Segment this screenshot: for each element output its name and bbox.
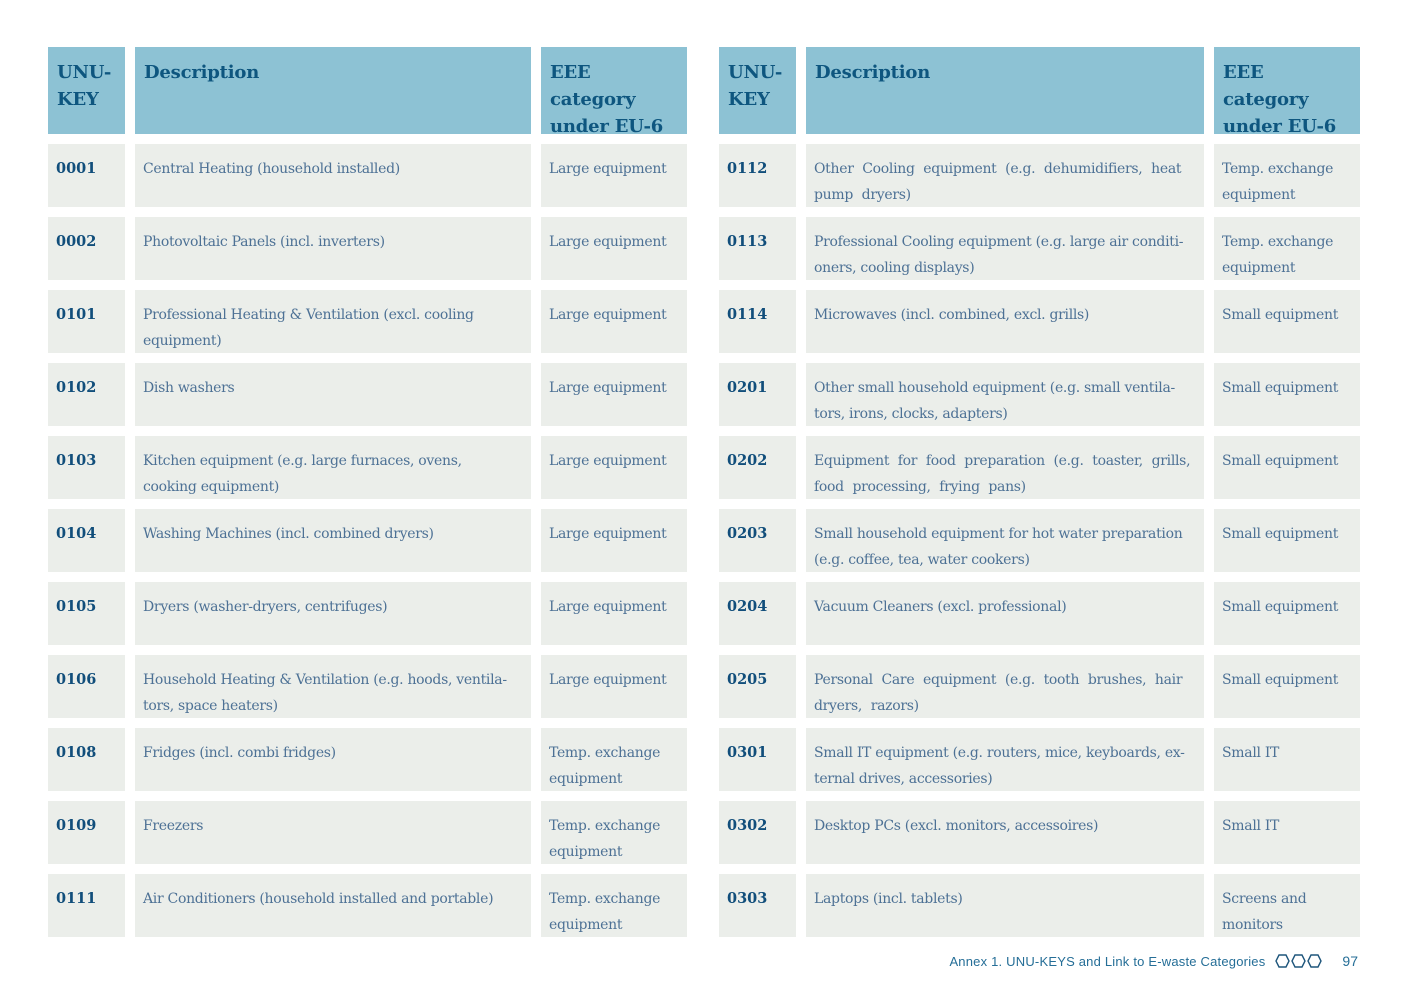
eee-category-cell: Small IT — [1214, 801, 1360, 864]
header-eee-category: EEE category under EU-6 — [1214, 47, 1360, 137]
header-unu-key: UNU- KEY — [48, 47, 125, 134]
footer-annex-label: Annex 1. UNU-KEYS and Link to E-waste Ca… — [949, 953, 1266, 969]
eee-category-cell: Small equipment — [1214, 582, 1360, 645]
unu-key-cell: 0105 — [48, 582, 125, 645]
unu-key-cell: 0202 — [719, 436, 796, 499]
unu-key-cell: 0102 — [48, 363, 125, 426]
description-cell: Other Cooling equipment (e.g. dehumidifi… — [806, 144, 1204, 207]
description-cell: Central Heating (household installed) — [135, 144, 531, 207]
unu-key-cell: 0101 — [48, 290, 125, 353]
eee-category-cell: Small equipment — [1214, 290, 1360, 353]
header-eee-category: EEE category under EU-6 — [541, 47, 687, 137]
unu-key-cell: 0002 — [48, 217, 125, 280]
unu-key-tables: UNU- KEY Description EEE category under … — [48, 47, 1360, 937]
hexagon-icons — [1275, 953, 1323, 969]
eee-category-cell: Large equipment — [541, 363, 687, 426]
eee-category-cell: Small equipment — [1214, 655, 1360, 718]
description-cell: Small IT equipment (e.g. routers, mice, … — [806, 728, 1204, 791]
hexagon-icon — [1307, 954, 1323, 968]
eee-category-cell: Temp. exchange equipment — [541, 728, 687, 791]
unu-key-table-left: UNU- KEY Description EEE category under … — [48, 47, 687, 937]
eee-category-cell: Large equipment — [541, 509, 687, 572]
unu-key-cell: 0109 — [48, 801, 125, 864]
description-cell: Dish washers — [135, 363, 531, 426]
header-description: Description — [806, 47, 1204, 134]
description-cell: Photovoltaic Panels (incl. inverters) — [135, 217, 531, 280]
description-cell: Washing Machines (incl. combined dryers) — [135, 509, 531, 572]
page-number: 97 — [1342, 953, 1358, 969]
unu-key-cell: 0108 — [48, 728, 125, 791]
eee-category-cell: Screens and monitors — [1214, 874, 1360, 937]
unu-key-cell: 0203 — [719, 509, 796, 572]
eee-category-cell: Large equipment — [541, 436, 687, 499]
eee-category-cell: Temp. exchange equipment — [541, 801, 687, 864]
unu-key-cell: 0201 — [719, 363, 796, 426]
unu-key-cell: 0104 — [48, 509, 125, 572]
header-description: Description — [135, 47, 531, 134]
eee-category-cell: Large equipment — [541, 290, 687, 353]
eee-category-cell: Temp. exchange equipment — [1214, 144, 1360, 207]
eee-category-cell: Large equipment — [541, 144, 687, 207]
description-cell: Desktop PCs (excl. monitors, accessoires… — [806, 801, 1204, 864]
unu-key-cell: 0302 — [719, 801, 796, 864]
header-unu-key: UNU- KEY — [719, 47, 796, 134]
eee-category-cell: Temp. exchange equipment — [1214, 217, 1360, 280]
unu-key-cell: 0111 — [48, 874, 125, 937]
eee-category-cell: Small equipment — [1214, 509, 1360, 572]
description-cell: Freezers — [135, 801, 531, 864]
description-cell: Laptops (incl. tablets) — [806, 874, 1204, 937]
unu-key-cell: 0106 — [48, 655, 125, 718]
unu-key-cell: 0303 — [719, 874, 796, 937]
unu-key-cell: 0205 — [719, 655, 796, 718]
eee-category-cell: Temp. exchange equipment — [541, 874, 687, 937]
description-cell: Dryers (washer-dryers, centrifuges) — [135, 582, 531, 645]
hexagon-icon — [1291, 954, 1307, 968]
page-footer: Annex 1. UNU-KEYS and Link to E-waste Ca… — [949, 953, 1358, 969]
description-cell: Fridges (incl. combi fridges) — [135, 728, 531, 791]
description-cell: Professional Cooling equipment (e.g. lar… — [806, 217, 1204, 280]
unu-key-cell: 0114 — [719, 290, 796, 353]
description-cell: Other small household equipment (e.g. sm… — [806, 363, 1204, 426]
unu-key-cell: 0113 — [719, 217, 796, 280]
eee-category-cell: Small equipment — [1214, 436, 1360, 499]
description-cell: Personal Care equipment (e.g. tooth brus… — [806, 655, 1204, 718]
unu-key-table-right: UNU- KEY Description EEE category under … — [719, 47, 1360, 937]
description-cell: Professional Heating & Ventilation (excl… — [135, 290, 531, 353]
eee-category-cell: Large equipment — [541, 217, 687, 280]
eee-category-cell: Large equipment — [541, 582, 687, 645]
description-cell: Equipment for food preparation (e.g. toa… — [806, 436, 1204, 499]
unu-key-cell: 0301 — [719, 728, 796, 791]
eee-category-cell: Small IT — [1214, 728, 1360, 791]
unu-key-cell: 0112 — [719, 144, 796, 207]
unu-key-cell: 0204 — [719, 582, 796, 645]
description-cell: Vacuum Cleaners (excl. professional) — [806, 582, 1204, 645]
description-cell: Microwaves (incl. combined, excl. grills… — [806, 290, 1204, 353]
description-cell: Kitchen equipment (e.g. large furnaces, … — [135, 436, 531, 499]
eee-category-cell: Large equipment — [541, 655, 687, 718]
unu-key-cell: 0001 — [48, 144, 125, 207]
description-cell: Air Conditioners (household installed an… — [135, 874, 531, 937]
hexagon-icon — [1275, 954, 1291, 968]
eee-category-cell: Small equipment — [1214, 363, 1360, 426]
description-cell: Household Heating & Ventilation (e.g. ho… — [135, 655, 531, 718]
description-cell: Small household equipment for hot water … — [806, 509, 1204, 572]
unu-key-cell: 0103 — [48, 436, 125, 499]
